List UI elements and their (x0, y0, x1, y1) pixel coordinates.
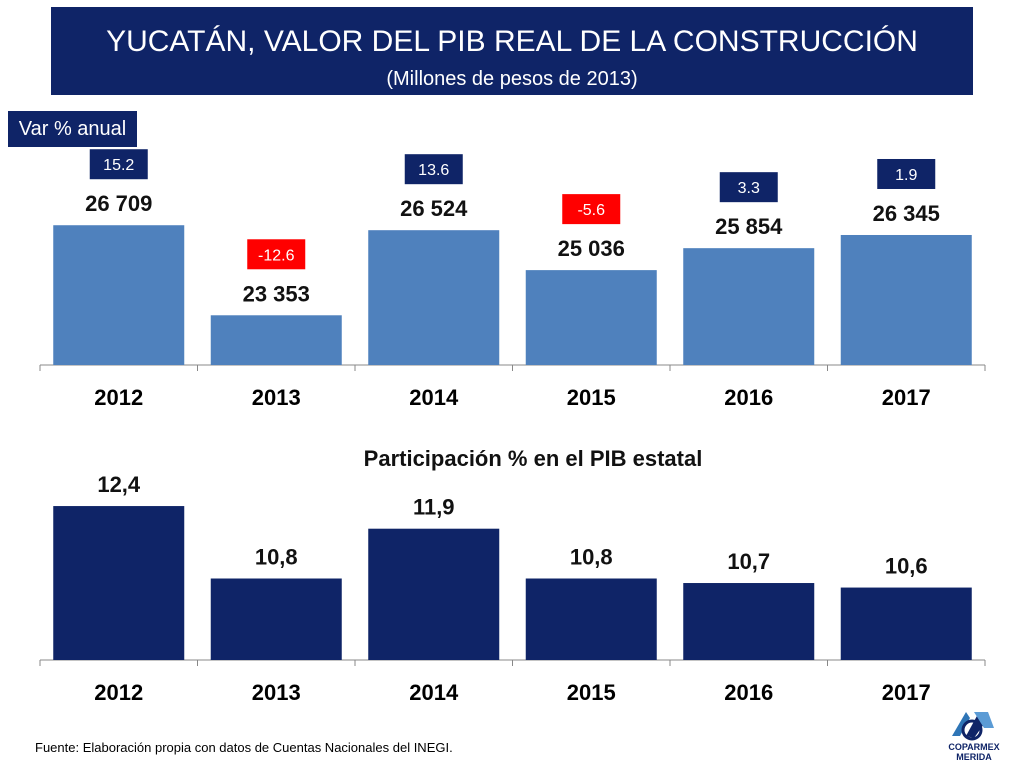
bar-2013 (210, 578, 342, 660)
value-label-2017: 26 345 (873, 201, 940, 226)
change-label-2012: 15.2 (103, 157, 134, 174)
change-label-2016: 3.3 (738, 180, 760, 197)
x-tick-label-2012: 2012 (94, 680, 143, 705)
chart-title: YUCATÁN, VALOR DEL PIB REAL DE LA CONSTR… (106, 25, 918, 58)
value-label-2016: 10,7 (727, 549, 770, 574)
value-label-2015: 10,8 (570, 545, 613, 570)
change-badge-2015 (562, 194, 621, 225)
bar-2017 (840, 234, 972, 365)
bar-2015 (525, 270, 657, 365)
bar-2016 (683, 248, 815, 365)
bar-2014 (368, 230, 500, 365)
chart-subtitle: (Millones de pesos de 2013) (386, 68, 638, 90)
x-tick-label-2017: 2017 (882, 680, 931, 705)
value-label-2012: 26 709 (85, 191, 152, 216)
value-label-2015: 25 036 (558, 236, 625, 261)
participation-chart-title: Participación % en el PIB estatal (364, 446, 703, 471)
title-banner: YUCATÁN, VALOR DEL PIB REAL DE LA CONSTR… (51, 7, 973, 95)
logo-line-merida: MERIDA (956, 752, 992, 762)
bar-2016 (683, 583, 815, 660)
x-tick-label-2013: 2013 (252, 385, 301, 410)
change-badge-2012 (89, 149, 148, 180)
x-tick-label-2012: 2012 (94, 385, 143, 410)
change-badge-2016 (719, 172, 778, 203)
change-label-2013: -12.6 (258, 247, 295, 264)
logo-line-coparmex: COPARMEX (948, 742, 1000, 752)
change-label-2015: -5.6 (577, 202, 605, 219)
change-badge-2013 (247, 239, 306, 270)
bar-2014 (368, 528, 500, 660)
value-label-2013: 10,8 (255, 545, 298, 570)
value-label-2013: 23 353 (243, 281, 310, 306)
change-badge-2017 (877, 158, 936, 189)
value-label-2017: 10,6 (885, 554, 928, 579)
x-tick-label-2015: 2015 (567, 385, 616, 410)
x-tick-label-2015: 2015 (567, 680, 616, 705)
value-label-2016: 25 854 (715, 214, 783, 239)
change-label-2014: 13.6 (418, 162, 449, 179)
x-tick-label-2017: 2017 (882, 385, 931, 410)
pib-construction-chart: 26 709 2012 15.2 23 353 2013 -12.6 26 524 2014 1… (39, 149, 986, 410)
var-anual-badge: Var % anual (8, 111, 137, 147)
x-tick-label-2016: 2016 (724, 385, 773, 410)
bar-2017 (840, 587, 972, 660)
coparmex-logo-icon (952, 712, 994, 741)
logo-text: COPARMEX MERIDA (940, 742, 1008, 762)
change-badge-2014 (404, 154, 463, 185)
source-note: Fuente: Elaboración propia con datos de … (35, 740, 453, 755)
value-label-2014: 26 524 (400, 196, 468, 221)
bar-2015 (525, 578, 657, 660)
bar-2013 (210, 315, 342, 365)
x-tick-label-2016: 2016 (724, 680, 773, 705)
bar-2012 (53, 506, 185, 660)
value-label-2012: 12,4 (97, 472, 141, 497)
change-label-2017: 1.9 (895, 167, 917, 184)
x-tick-label-2013: 2013 (252, 680, 301, 705)
x-tick-label-2014: 2014 (409, 385, 459, 410)
x-tick-label-2014: 2014 (409, 680, 459, 705)
participation-chart: Participación % en el PIB estatal 12,4 20… (39, 446, 986, 705)
bar-2012 (53, 225, 185, 365)
value-label-2014: 11,9 (413, 495, 455, 520)
